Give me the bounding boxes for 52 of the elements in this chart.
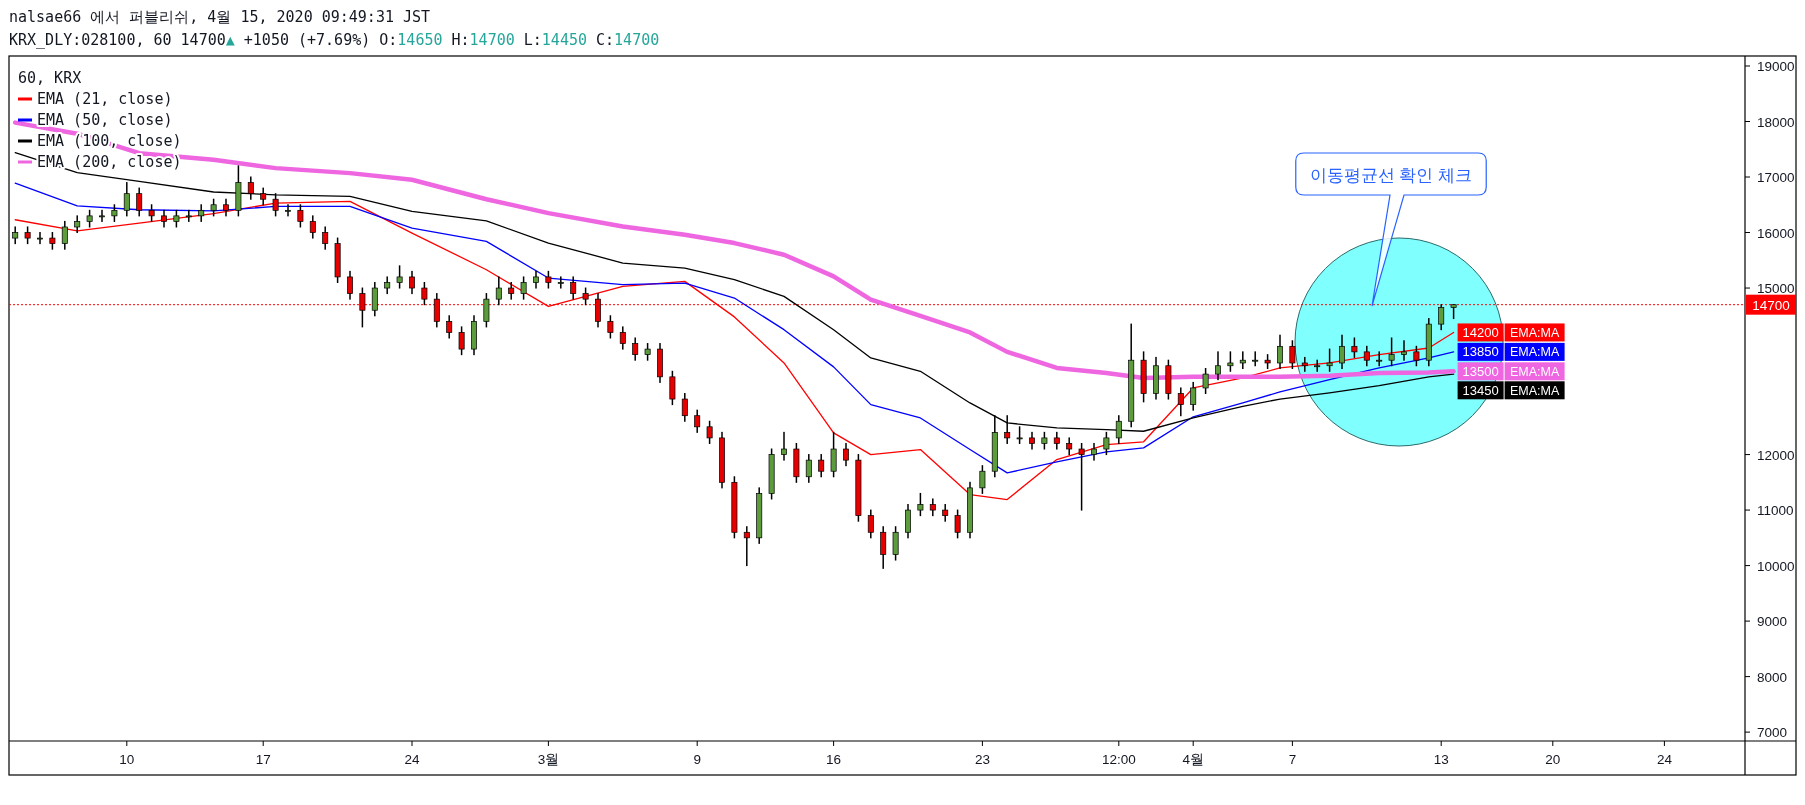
ref-line-label: 14700 — [1752, 297, 1790, 313]
legend-label: EMA (50, close) — [37, 111, 173, 129]
y-tick-label: 8000 — [1757, 669, 1788, 685]
candlestick — [1401, 340, 1407, 361]
y-tick-label: 9000 — [1757, 614, 1788, 630]
annotation: EMA:MA — [1509, 364, 1560, 379]
x-tick-label: 12:00 — [1101, 752, 1136, 767]
x-tick-label: 24 — [404, 752, 420, 767]
candlestick — [285, 204, 291, 217]
y-tick-label: 10000 — [1757, 558, 1795, 574]
annotation: EMA:MA — [1509, 383, 1560, 398]
candlestick — [743, 526, 750, 567]
candlestick — [1376, 351, 1383, 367]
y-tick-label: 7000 — [1757, 725, 1788, 741]
candlestick — [1301, 356, 1308, 372]
x-tick-label: 4월 — [1182, 752, 1204, 767]
candlestick — [185, 209, 192, 222]
x-tick-label: 24 — [1656, 752, 1673, 767]
annotation: EMA:MA — [1509, 325, 1560, 340]
x-tick-label: 16 — [826, 752, 842, 767]
callout: 이동평균선 확인 체크 — [1295, 152, 1487, 307]
data-label: 13450 — [1462, 382, 1499, 398]
x-tick-label: 20 — [1545, 752, 1561, 767]
text: KRX_DLY:028100, 60 14700▲ +1050 (+7.69%) O:14650 H:14700 L:14450 C:14700 — [9, 31, 660, 49]
candlestick — [1314, 359, 1321, 372]
candlestick — [557, 276, 564, 289]
y-tick-label: 18000 — [1757, 114, 1795, 130]
data-label: 13500 — [1462, 363, 1499, 379]
candlestick — [1004, 415, 1011, 444]
x-tick-label: 10 — [119, 752, 135, 767]
data-label: 14200 — [1462, 324, 1499, 340]
candlestick — [1252, 351, 1259, 367]
y-tick-label: 19000 — [1757, 58, 1795, 74]
y-tick-label: 17000 — [1757, 170, 1795, 186]
chart-title: nalsae66 에서 퍼블리쉬, 4월 15, 2020 09:49:31 JST — [9, 8, 431, 26]
candlestick — [99, 209, 105, 222]
annotation: 이동평균선 확인 체크 — [1309, 166, 1473, 185]
x-tick-label: 13 — [1433, 752, 1449, 767]
y-tick-label: 15000 — [1757, 281, 1795, 297]
x-tick-label: 23 — [974, 752, 990, 767]
x-tick-label: 7 — [1288, 752, 1297, 767]
x-tick-label: 3월 — [537, 752, 560, 767]
x-tick-label: 9 — [693, 752, 701, 767]
data-label: 13850 — [1462, 344, 1499, 360]
y-tick-label: 12000 — [1757, 447, 1795, 463]
candlestick — [1239, 351, 1246, 370]
y-tick-label: 16000 — [1757, 225, 1795, 241]
legend-title: 60, KRX — [18, 69, 82, 87]
y-tick-label: 11000 — [1757, 503, 1794, 519]
legend-label: EMA (21, close) — [37, 90, 173, 108]
annotation: EMA:MA — [1509, 345, 1560, 360]
x-tick-label: 17 — [255, 752, 271, 767]
